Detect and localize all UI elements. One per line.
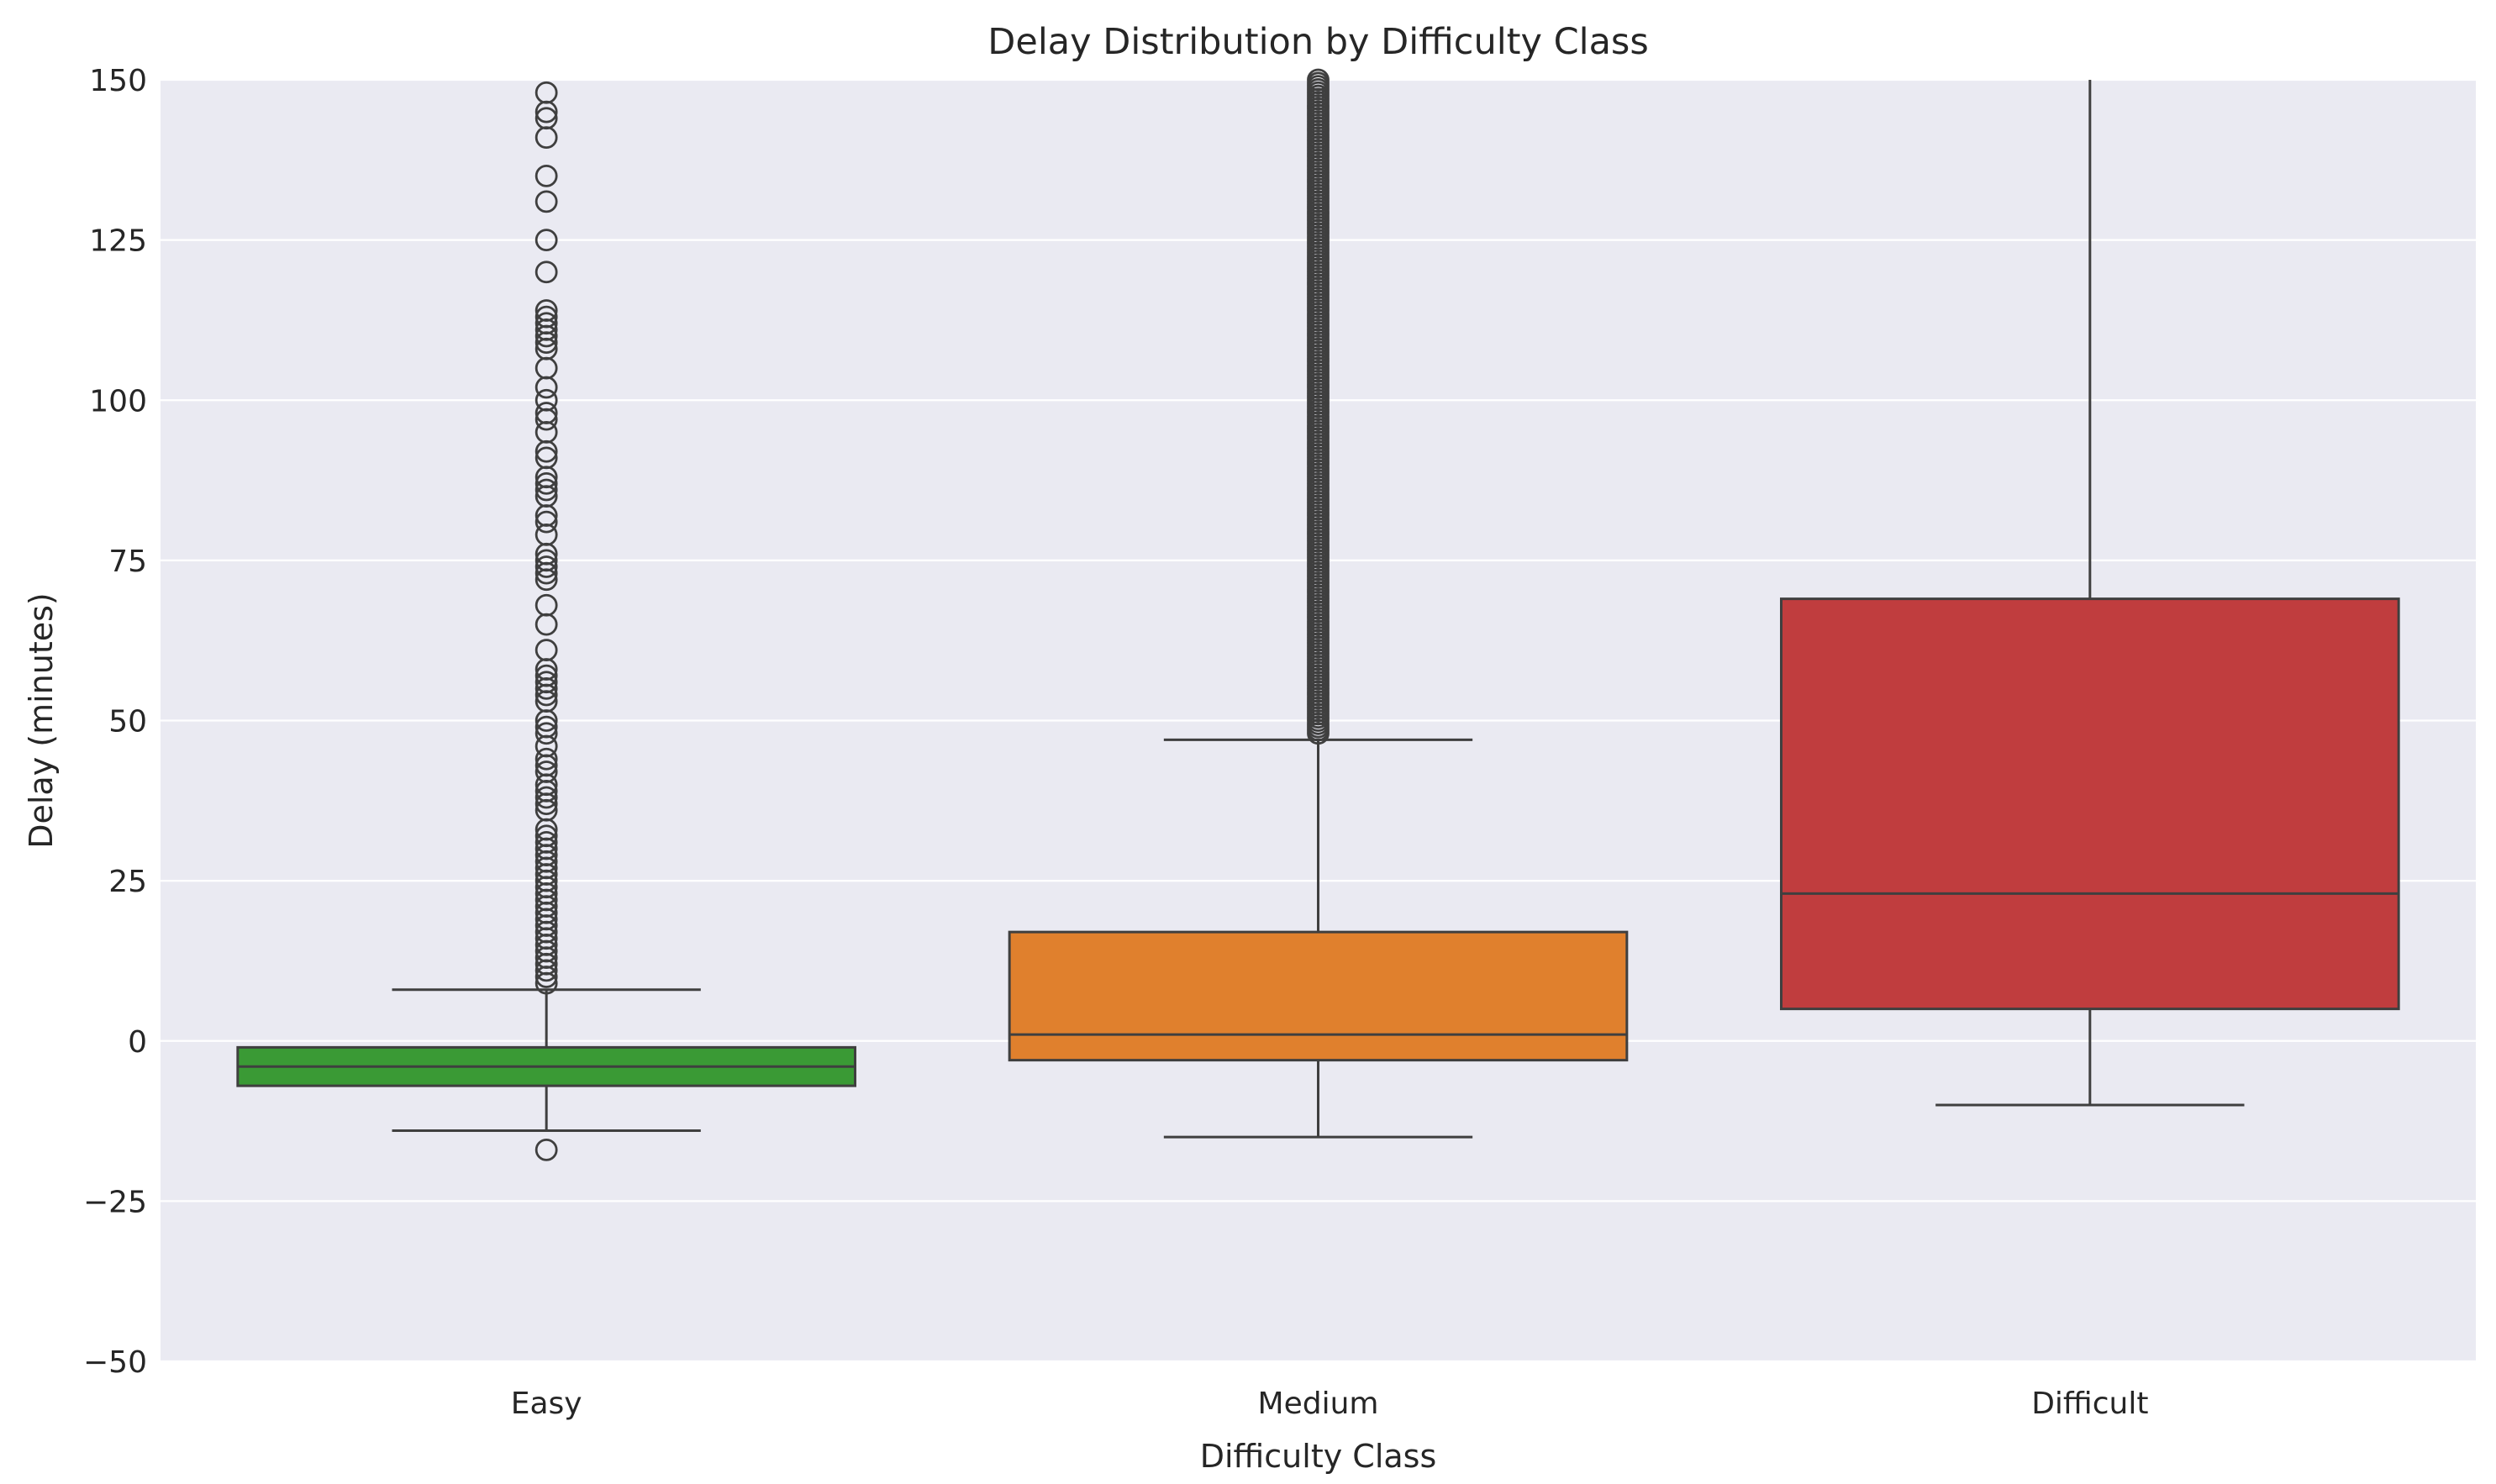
outlier-point — [534, 471, 558, 495]
outlier-point — [534, 81, 558, 104]
outlier-point — [534, 639, 558, 662]
x-tick-label: Easy — [511, 1387, 582, 1421]
outlier-point — [534, 549, 558, 572]
outlier-point — [534, 555, 558, 578]
outlier-point — [534, 446, 558, 470]
box-group-easy — [236, 81, 857, 1161]
y-tick-label: −25 — [83, 1185, 147, 1219]
outlier-point — [534, 107, 558, 130]
x-axis-label: Difficulty Class — [1200, 1438, 1437, 1475]
outlier-point — [534, 305, 558, 329]
y-tick-label: 50 — [108, 705, 147, 739]
outlier-point — [534, 747, 558, 771]
y-tick-label: 150 — [89, 64, 147, 98]
x-tick-label: Medium — [1258, 1387, 1379, 1421]
y-tick-label: 125 — [89, 224, 147, 259]
outlier-point — [534, 760, 558, 783]
y-tick-label: −50 — [83, 1345, 147, 1380]
box-group-difficult — [1780, 80, 2400, 1107]
outlier-point — [534, 593, 558, 617]
box-series — [236, 68, 2400, 1161]
outlier-point — [534, 722, 558, 745]
outlier-point — [534, 388, 558, 412]
outlier-point — [534, 402, 558, 424]
y-tick-label: 75 — [108, 545, 147, 579]
outlier-point — [534, 786, 558, 809]
outlier-point — [534, 478, 558, 502]
x-axis-ticks: Easy Medium Difficult — [511, 1387, 2149, 1421]
y-axis-ticks: −50 −25 0 25 50 75 100 125 150 — [83, 64, 147, 1380]
iqr-box — [1780, 597, 2400, 1011]
y-tick-label: 0 — [128, 1025, 147, 1060]
outlier-point — [534, 824, 558, 848]
outlier-point — [534, 229, 558, 252]
y-tick-label: 25 — [108, 865, 147, 899]
y-tick-label: 100 — [89, 384, 147, 418]
outlier-point — [534, 190, 558, 213]
box-group-medium — [1008, 68, 1629, 1139]
chart-title: Delay Distribution by Difficulty Class — [987, 21, 1649, 63]
x-tick-label: Difficult — [2031, 1387, 2148, 1421]
outlier-point — [534, 1138, 558, 1161]
outlier-point — [534, 664, 558, 687]
outlier-point — [534, 260, 558, 284]
outlier-point — [534, 299, 558, 322]
outlier-point — [534, 312, 558, 335]
outlier-point — [534, 715, 558, 739]
outlier-point — [534, 164, 558, 187]
iqr-box — [1008, 930, 1629, 1062]
outlier-point — [534, 671, 558, 694]
outlier-point — [534, 510, 558, 534]
outlier-point — [534, 830, 558, 854]
y-axis-label: Delay (minutes) — [23, 592, 60, 849]
outlier-point — [1307, 68, 1330, 92]
